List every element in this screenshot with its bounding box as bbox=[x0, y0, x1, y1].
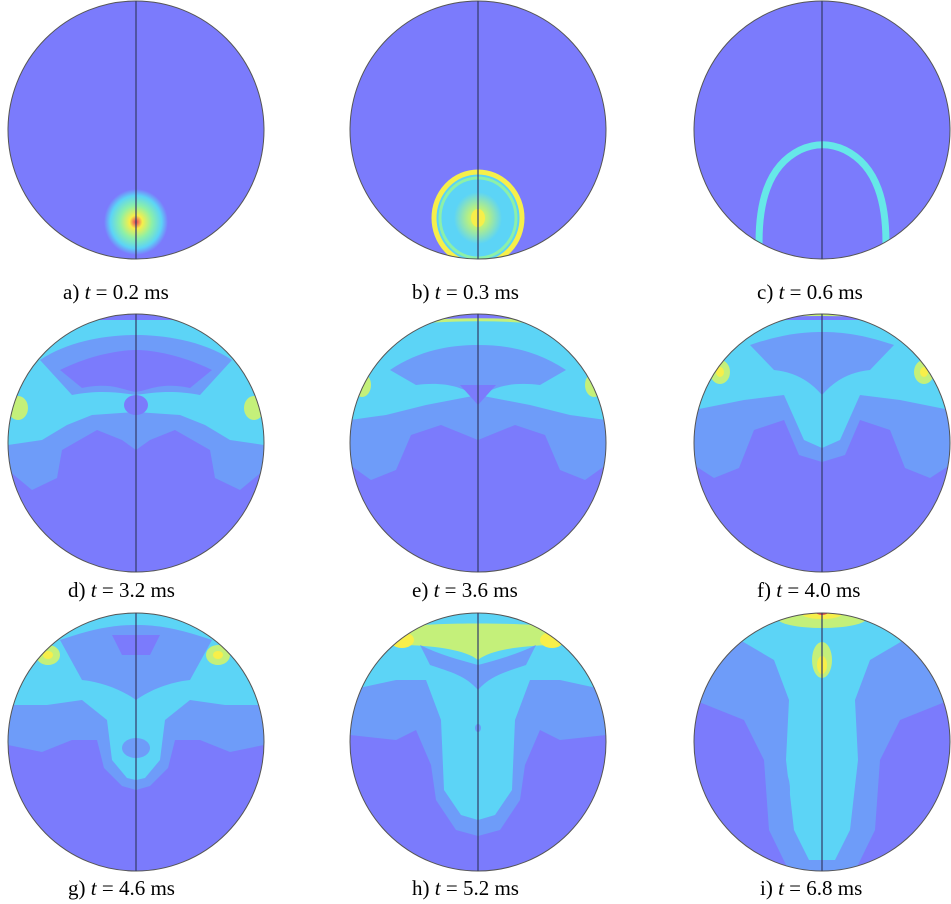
caption-b-symbol: t bbox=[434, 280, 441, 304]
caption-e-value: 3.6 bbox=[461, 578, 489, 602]
caption-c-unit: ms bbox=[838, 280, 863, 304]
caption-d-eq: = bbox=[101, 578, 114, 602]
caption-c-symbol: t bbox=[778, 280, 785, 304]
caption-b-unit: ms bbox=[494, 280, 519, 304]
caption-b-value: 0.3 bbox=[462, 280, 490, 304]
caption-c: c) t = 0.6 ms bbox=[757, 282, 863, 303]
panel-d-plot bbox=[7, 313, 265, 573]
caption-f: f) t = 4.0 ms bbox=[757, 580, 860, 601]
caption-c-value: 0.6 bbox=[806, 280, 834, 304]
caption-f-value: 4.0 bbox=[804, 578, 831, 602]
caption-g-unit: ms bbox=[150, 876, 175, 900]
panel-f-plot bbox=[693, 313, 951, 573]
caption-i-unit: ms bbox=[837, 876, 863, 900]
caption-d-symbol: t bbox=[90, 578, 97, 602]
panel-g-plot bbox=[7, 612, 265, 872]
caption-d-unit: ms bbox=[150, 578, 175, 602]
panel-h-plot bbox=[349, 612, 607, 872]
caption-h-letter: h) bbox=[412, 876, 430, 900]
caption-a-value: 0.2 bbox=[112, 280, 140, 304]
caption-e-letter: e) bbox=[412, 578, 429, 602]
caption-h-unit: ms bbox=[494, 876, 519, 900]
caption-e-symbol: t bbox=[433, 578, 440, 602]
caption-a-letter: a) bbox=[63, 280, 80, 304]
panel-c-plot bbox=[693, 0, 951, 260]
caption-b-eq: = bbox=[445, 280, 458, 304]
caption-d-value: 3.2 bbox=[118, 578, 146, 602]
caption-b-letter: b) bbox=[412, 280, 430, 304]
caption-g-eq: = bbox=[101, 876, 114, 900]
caption-i-value: 6.8 bbox=[806, 876, 833, 900]
caption-h-eq: = bbox=[445, 876, 458, 900]
caption-a: a) t = 0.2 ms bbox=[63, 282, 169, 303]
panel-i-plot bbox=[693, 612, 951, 872]
caption-e: e) t = 3.6 ms bbox=[412, 580, 518, 601]
caption-a-symbol: t bbox=[84, 280, 91, 304]
caption-a-unit: ms bbox=[144, 280, 169, 304]
caption-a-eq: = bbox=[95, 280, 108, 304]
caption-f-symbol: t bbox=[776, 578, 783, 602]
caption-f-unit: ms bbox=[835, 578, 861, 602]
caption-h: h) t = 5.2 ms bbox=[412, 878, 519, 899]
caption-g-letter: g) bbox=[68, 876, 86, 900]
caption-i-symbol: t bbox=[778, 876, 784, 900]
caption-g-value: 4.6 bbox=[118, 876, 146, 900]
caption-i: i) t = 6.8 ms bbox=[760, 878, 862, 899]
panel-b-plot bbox=[349, 0, 607, 260]
caption-i-letter: i) bbox=[760, 876, 773, 900]
caption-d: d) t = 3.2 ms bbox=[68, 580, 175, 601]
caption-i-eq: = bbox=[789, 876, 802, 900]
caption-d-letter: d) bbox=[68, 578, 86, 602]
caption-e-eq: = bbox=[444, 578, 457, 602]
panel-a-plot bbox=[7, 0, 265, 260]
caption-b: b) t = 0.3 ms bbox=[412, 282, 519, 303]
panel-e-plot bbox=[349, 313, 607, 573]
caption-f-letter: f) bbox=[757, 578, 771, 602]
caption-g-symbol: t bbox=[90, 876, 97, 900]
caption-f-eq: = bbox=[787, 578, 800, 602]
caption-c-eq: = bbox=[789, 280, 802, 304]
caption-c-letter: c) bbox=[757, 280, 774, 304]
caption-e-unit: ms bbox=[493, 578, 518, 602]
caption-g: g) t = 4.6 ms bbox=[68, 878, 175, 899]
caption-h-value: 5.2 bbox=[462, 876, 490, 900]
caption-h-symbol: t bbox=[434, 876, 441, 900]
